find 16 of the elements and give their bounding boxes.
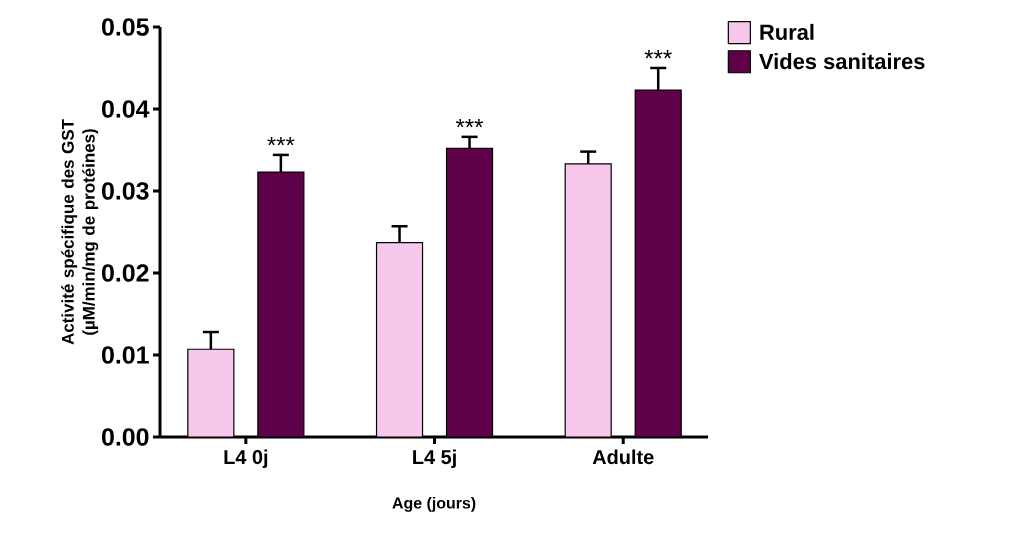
x-axis-title: Age (jours) [392, 496, 476, 512]
y-tick-label: 0.01 [102, 346, 149, 364]
y-tick-label: 0.00 [102, 428, 149, 446]
y-axis-title: Activité spécifique des GST (µM/min/mg de protéines) [61, 119, 99, 345]
annotation: *** [644, 50, 672, 59]
annotation: *** [455, 118, 484, 128]
legend-label: Rural [760, 23, 814, 40]
y-tick-label: 0.02 [102, 264, 149, 282]
legend-label: Vides sanitaires [759, 53, 925, 70]
annotation: *** [267, 136, 295, 146]
y-tick-label: 0.04 [102, 100, 150, 118]
y-tick-label: 0.05 [102, 18, 149, 36]
y-tick-label: 0.03 [102, 182, 149, 200]
x-tick-label: L4 0j [224, 449, 268, 469]
x-tick-label: Adulte [592, 449, 654, 465]
x-tick-label: L4 5j [413, 449, 456, 469]
